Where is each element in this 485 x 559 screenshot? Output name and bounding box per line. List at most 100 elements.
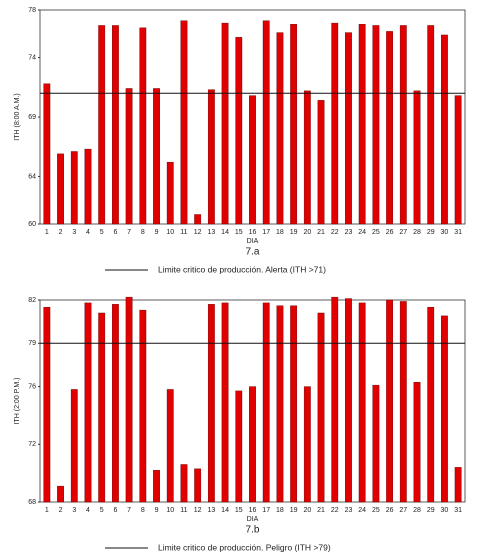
x-tick-label: 12	[194, 507, 202, 514]
bar	[331, 22, 339, 225]
x-tick-label: 25	[372, 229, 380, 236]
y-axis-label: ITH (2:00 P.M.)	[14, 378, 21, 425]
bar	[276, 32, 284, 225]
bar	[249, 95, 256, 225]
x-tick-label: 24	[358, 507, 366, 514]
bar	[262, 20, 270, 225]
bar	[372, 25, 380, 225]
bar	[180, 464, 188, 503]
bar	[235, 390, 243, 503]
caption: 7.a	[246, 247, 260, 258]
y-tick-label: 64	[28, 173, 36, 180]
bar	[345, 298, 352, 503]
bar	[331, 296, 339, 503]
bar	[427, 307, 435, 503]
x-tick-label: 7	[127, 229, 131, 236]
bar	[43, 307, 51, 503]
x-tick-label: 1	[45, 507, 49, 514]
x-tick-label: 11	[180, 229, 187, 236]
x-tick-label: 17	[262, 229, 270, 236]
bar	[386, 299, 393, 503]
bar	[194, 214, 202, 225]
bar	[153, 88, 160, 225]
bar	[427, 25, 435, 225]
x-tick-label: 6	[113, 507, 117, 514]
x-tick-label: 2	[59, 229, 63, 236]
bar	[125, 88, 133, 225]
x-tick-label: 27	[399, 507, 407, 514]
bar	[98, 312, 106, 503]
x-tick-label: 26	[386, 507, 394, 514]
x-tick-label: 6	[113, 229, 117, 236]
y-tick-label: 68	[28, 499, 36, 506]
bar	[441, 315, 448, 503]
x-tick-label: 8	[141, 229, 145, 236]
x-tick-label: 25	[372, 507, 380, 514]
x-tick-label: 9	[155, 507, 159, 514]
x-tick-label: 18	[276, 229, 284, 236]
y-tick-label: 79	[28, 340, 36, 347]
x-tick-label: 3	[72, 229, 76, 236]
x-tick-label: 12	[194, 229, 202, 236]
x-tick-label: 21	[317, 229, 325, 236]
x-tick-label: 10	[166, 507, 174, 514]
x-tick-label: 10	[166, 229, 174, 236]
y-tick-label: 74	[28, 54, 36, 61]
x-tick-label: 1	[45, 229, 49, 236]
bar	[399, 25, 407, 225]
x-tick-label: 29	[427, 507, 435, 514]
bar	[57, 153, 64, 225]
x-tick-label: 22	[331, 229, 339, 236]
x-tick-label: 30	[441, 507, 449, 514]
y-tick-label: 60	[28, 221, 36, 228]
x-tick-label: 3	[72, 507, 76, 514]
x-tick-label: 24	[358, 229, 366, 236]
x-tick-label: 31	[454, 229, 462, 236]
x-tick-label: 23	[345, 229, 353, 236]
bar	[139, 27, 147, 225]
x-tick-label: 5	[100, 507, 104, 514]
x-tick-label: 28	[413, 229, 421, 236]
bar	[43, 83, 51, 225]
x-tick-label: 28	[413, 507, 421, 514]
bar	[290, 305, 298, 503]
bar	[207, 89, 215, 225]
x-tick-label: 13	[207, 507, 215, 514]
x-tick-label: 16	[249, 229, 257, 236]
bar	[153, 470, 160, 503]
x-tick-label: 27	[399, 229, 407, 236]
bar	[399, 301, 407, 503]
caption: 7.b	[246, 525, 260, 536]
bar	[386, 31, 393, 225]
bar	[125, 296, 133, 503]
bar	[112, 304, 119, 503]
y-tick-label: 82	[28, 297, 36, 304]
bar	[180, 20, 188, 225]
x-tick-label: 18	[276, 507, 284, 514]
bar	[70, 389, 78, 503]
bar	[317, 312, 325, 503]
y-axis-label: ITH (8:00 A.M.)	[14, 93, 21, 140]
x-tick-label: 26	[386, 229, 394, 236]
bar	[358, 24, 366, 225]
legend-label: Limite critico de producción. Peligro (I…	[158, 542, 331, 552]
bar	[98, 25, 106, 225]
x-tick-label: 30	[441, 229, 449, 236]
x-tick-label: 29	[427, 229, 435, 236]
bar	[441, 34, 448, 225]
x-tick-label: 19	[290, 229, 298, 236]
x-tick-label: 16	[249, 507, 257, 514]
x-tick-label: 23	[345, 507, 353, 514]
x-tick-label: 13	[207, 229, 215, 236]
bar	[84, 148, 92, 225]
x-tick-label: 4	[86, 229, 90, 236]
x-tick-label: 17	[262, 507, 270, 514]
bar	[276, 305, 284, 503]
x-tick-label: 14	[221, 229, 229, 236]
x-axis-label: DIA	[247, 516, 259, 523]
x-tick-label: 20	[303, 507, 311, 514]
bar	[303, 386, 311, 503]
bar	[413, 382, 421, 503]
bar	[139, 309, 147, 503]
bar	[345, 32, 352, 225]
